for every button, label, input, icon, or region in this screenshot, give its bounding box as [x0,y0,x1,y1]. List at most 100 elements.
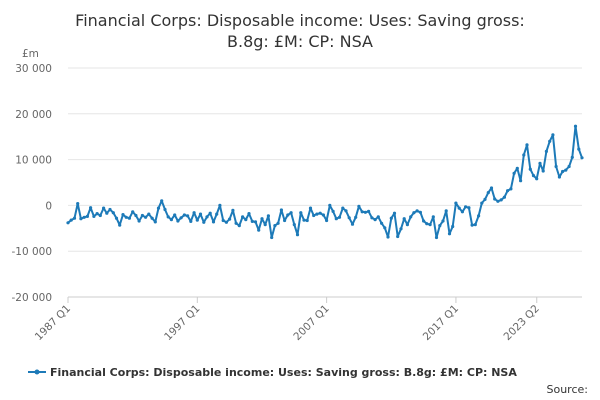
data-point[interactable] [166,215,170,219]
data-point[interactable] [195,218,199,222]
data-point[interactable] [370,216,374,220]
data-point[interactable] [386,235,390,239]
data-point[interactable] [208,211,212,215]
data-point[interactable] [315,212,319,216]
data-point[interactable] [447,232,452,236]
data-point[interactable] [176,219,180,223]
data-point[interactable] [580,156,584,160]
data-point[interactable] [231,208,235,212]
data-point[interactable] [470,223,474,227]
data-point[interactable] [205,215,209,219]
data-point[interactable] [292,223,296,227]
data-point[interactable] [69,218,73,222]
data-point[interactable] [389,216,393,220]
data-point[interactable] [321,213,325,217]
data-point[interactable] [308,206,313,210]
data-point[interactable] [89,206,93,210]
data-point[interactable] [198,212,203,216]
data-point[interactable] [76,202,80,206]
data-point[interactable] [405,223,409,227]
data-point[interactable] [66,221,70,225]
data-point[interactable] [118,223,122,227]
data-point[interactable] [483,197,487,201]
data-point[interactable] [337,215,342,219]
data-point[interactable] [228,217,232,221]
data-point[interactable] [111,211,115,215]
data-point[interactable] [502,195,506,199]
data-point[interactable] [211,220,216,224]
legend[interactable]: Financial Corps: Disposable income: Uses… [28,366,517,379]
data-point[interactable] [567,164,571,169]
data-point[interactable] [98,213,102,218]
data-point[interactable] [541,169,545,173]
data-point[interactable] [266,214,270,218]
data-point[interactable] [92,214,96,218]
data-point[interactable] [499,198,503,202]
data-point[interactable] [224,220,228,224]
data-point[interactable] [289,211,293,215]
data-point[interactable] [531,174,536,178]
data-point[interactable] [409,215,413,219]
data-point[interactable] [147,212,151,216]
data-point[interactable] [515,166,519,170]
data-point[interactable] [234,221,238,225]
data-point[interactable] [467,206,471,210]
data-point[interactable] [163,207,167,212]
data-point[interactable] [418,210,422,214]
data-point[interactable] [561,169,565,174]
data-point[interactable] [270,235,274,240]
data-point[interactable] [577,147,581,151]
data-point[interactable] [302,218,306,222]
data-point[interactable] [480,201,484,205]
data-point[interactable] [331,209,335,213]
data-point[interactable] [263,223,267,227]
data-point[interactable] [102,206,106,210]
data-point[interactable] [341,206,345,210]
data-point[interactable] [535,177,539,181]
data-point[interactable] [496,199,500,203]
data-point[interactable] [250,219,254,223]
data-point[interactable] [334,217,338,221]
data-point[interactable] [373,218,377,222]
data-point[interactable] [548,139,552,143]
data-point[interactable] [202,220,206,224]
data-point[interactable] [179,216,183,220]
data-point[interactable] [460,210,464,214]
data-point[interactable] [189,219,193,223]
data-point[interactable] [241,215,245,219]
data-point[interactable] [144,215,148,219]
data-point[interactable] [451,224,455,229]
data-point[interactable] [131,210,135,214]
data-point[interactable] [363,210,367,214]
data-point[interactable] [431,215,435,219]
data-point[interactable] [489,186,494,190]
data-point[interactable] [79,217,83,221]
data-point[interactable] [295,233,300,237]
data-point[interactable] [105,211,109,215]
data-point[interactable] [473,223,477,227]
data-point[interactable] [457,206,461,210]
data-point[interactable] [522,153,526,157]
data-point[interactable] [538,161,542,165]
data-point[interactable] [428,223,432,227]
data-point[interactable] [305,218,309,223]
data-point[interactable] [544,149,549,153]
data-point[interactable] [173,213,177,217]
data-point[interactable] [415,209,419,213]
data-point[interactable] [564,168,568,172]
data-point[interactable] [402,217,406,221]
data-point[interactable] [396,234,400,239]
data-point[interactable] [182,213,186,217]
data-point[interactable] [134,213,138,218]
data-point[interactable] [127,216,131,220]
data-point[interactable] [140,213,144,218]
data-point[interactable] [286,213,290,217]
data-point[interactable] [160,199,164,203]
data-point[interactable] [425,222,429,226]
data-point[interactable] [551,133,555,137]
data-point[interactable] [108,207,112,212]
data-point[interactable] [82,215,86,219]
data-point[interactable] [221,218,225,223]
data-point[interactable] [444,209,448,213]
data-point[interactable] [354,215,358,219]
